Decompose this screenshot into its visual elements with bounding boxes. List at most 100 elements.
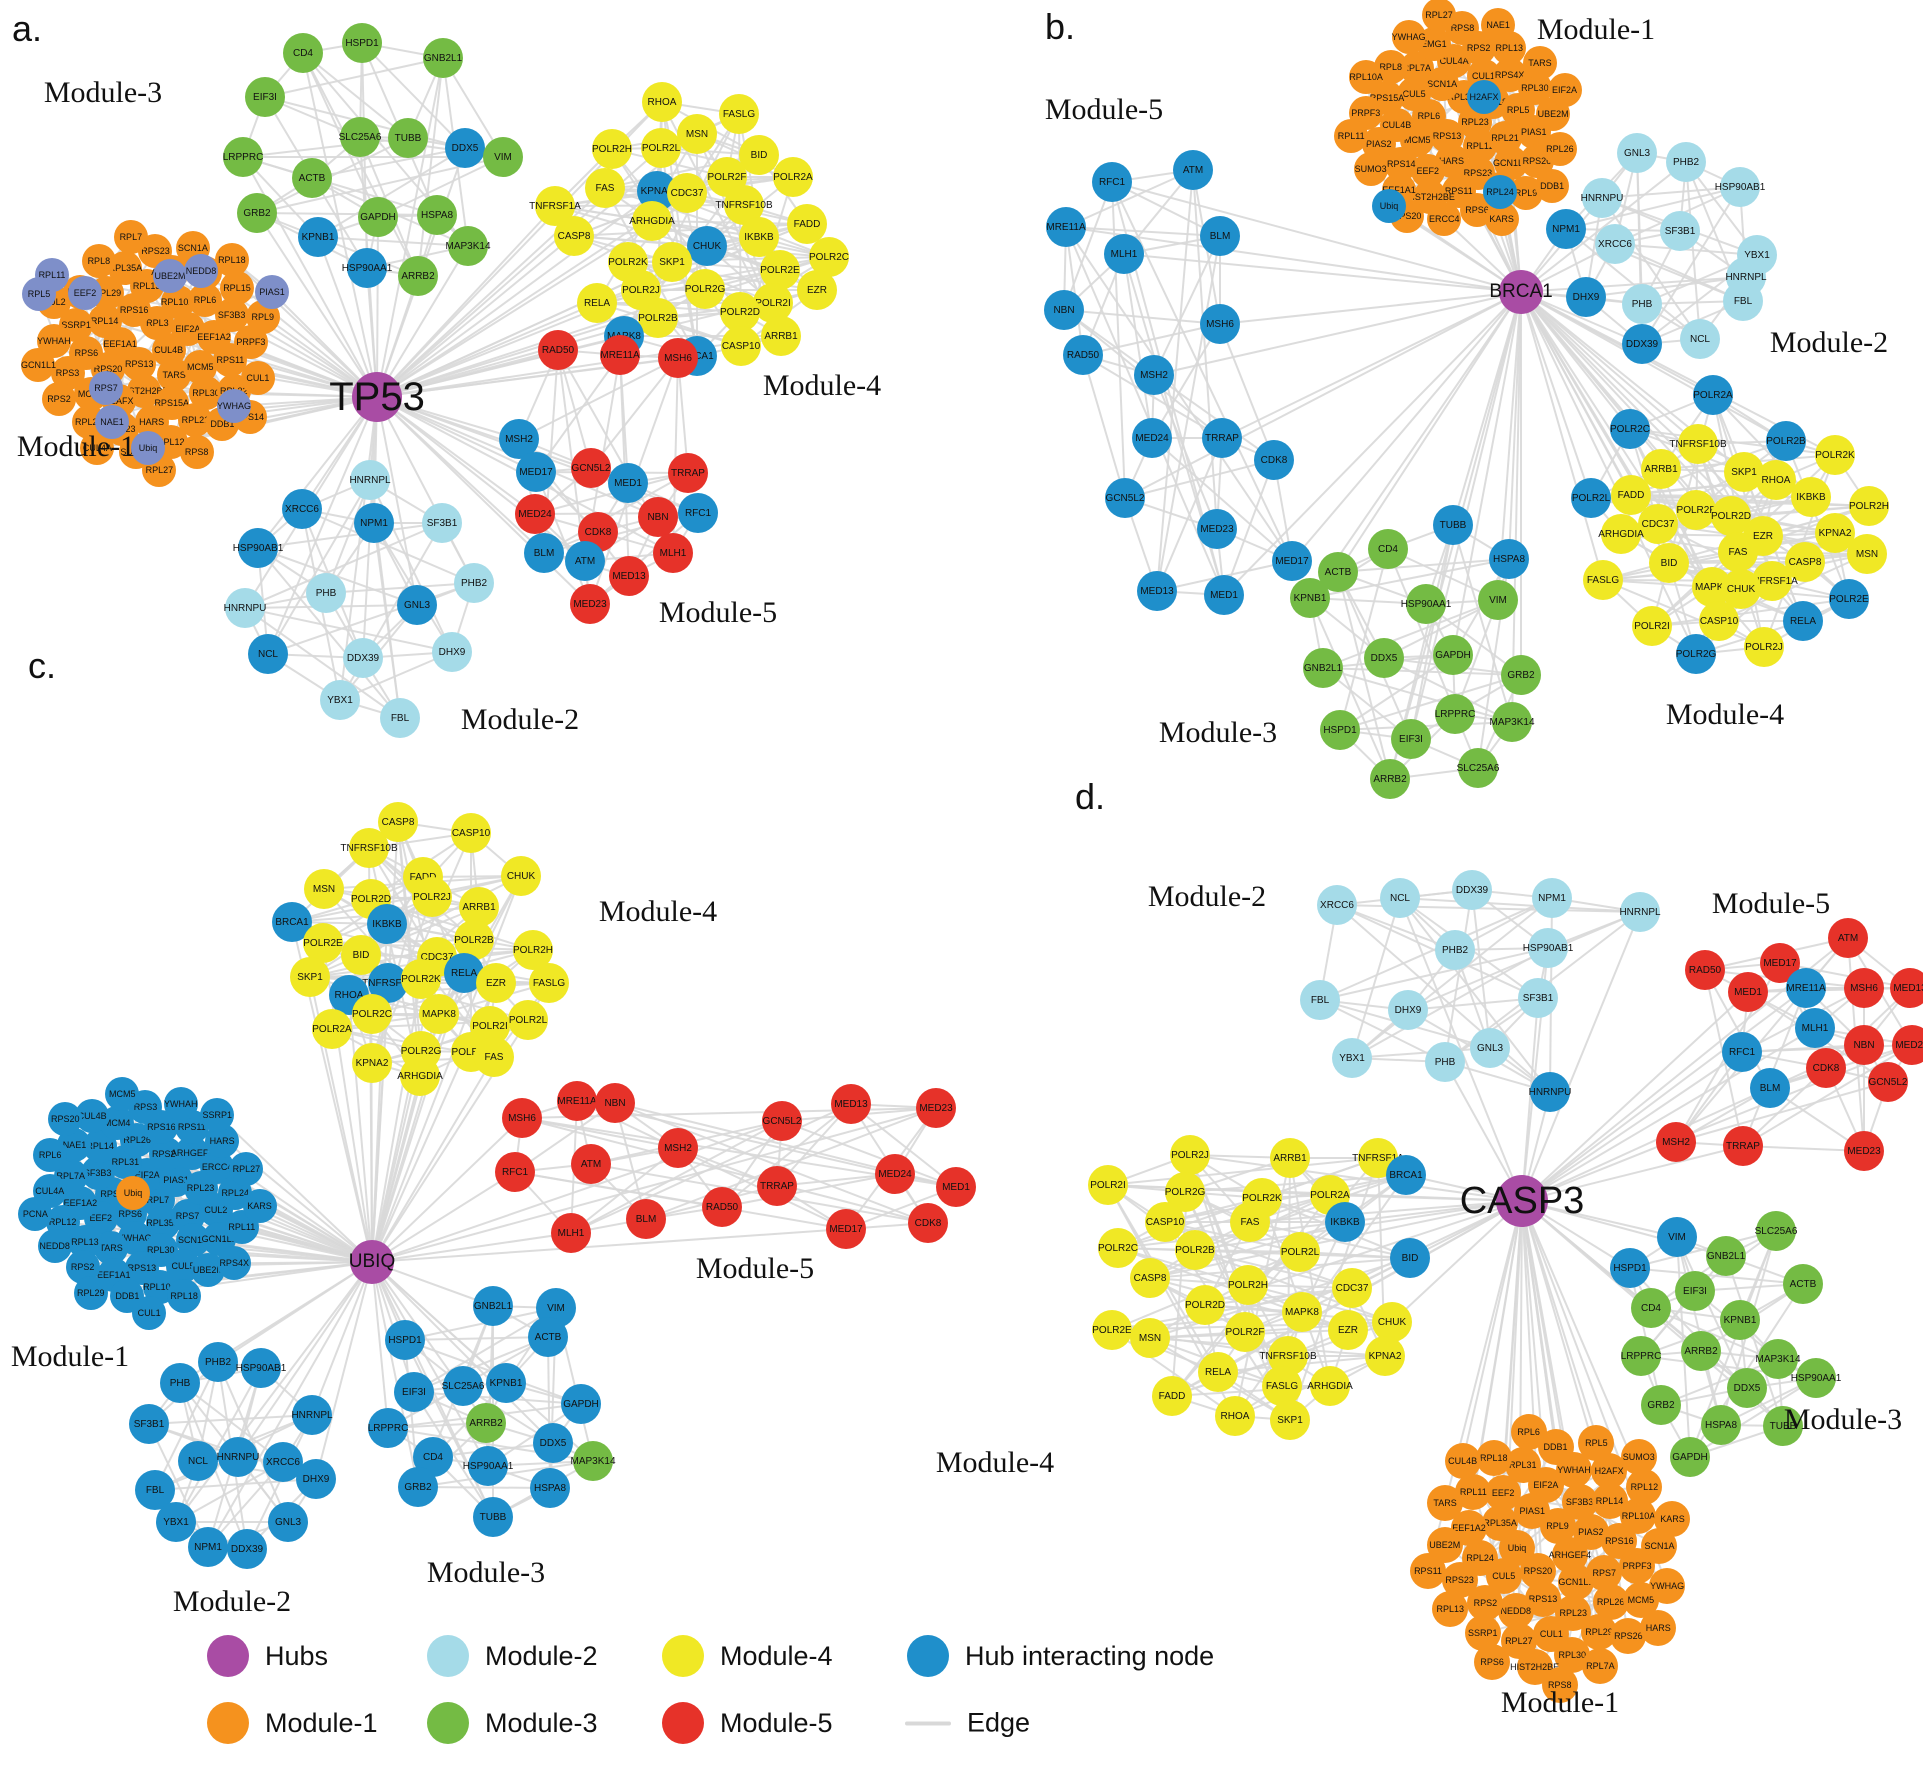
network-node[interactable]: RPS8 xyxy=(179,435,214,470)
network-node[interactable]: HNRNPU xyxy=(1581,178,1623,218)
network-node[interactable]: XRCC6 xyxy=(1317,885,1357,925)
network-node[interactable]: HSP90AA1 xyxy=(342,248,392,288)
network-node[interactable]: EIF3I xyxy=(1391,719,1431,759)
network-node[interactable]: POLR2J xyxy=(1170,1135,1210,1175)
network-node[interactable]: RAD50 xyxy=(702,1187,742,1227)
network-node[interactable]: PHB xyxy=(306,573,346,613)
network-node[interactable]: NAE1 xyxy=(1481,7,1516,42)
network-node[interactable]: SF3B1 xyxy=(1518,978,1558,1018)
network-node[interactable]: MLH1 xyxy=(551,1213,591,1253)
network-node[interactable]: PHB2 xyxy=(1435,930,1475,970)
network-node[interactable]: GNB2L1 xyxy=(423,38,463,78)
network-node[interactable]: XRCC6 xyxy=(282,489,322,529)
network-node[interactable]: RELA xyxy=(1783,601,1823,641)
network-node[interactable]: CUL4B xyxy=(1444,1443,1481,1480)
network-node[interactable]: BRCA1 xyxy=(1386,1155,1426,1195)
network-node[interactable]: CD4 xyxy=(1631,1288,1671,1328)
network-node[interactable]: POLR2J xyxy=(1744,627,1784,667)
network-node[interactable]: BLM xyxy=(626,1199,666,1239)
network-node[interactable]: GNL3 xyxy=(1617,133,1657,173)
network-node[interactable]: ACTB xyxy=(528,1317,568,1357)
network-node[interactable]: POLR2A xyxy=(773,157,813,197)
network-node[interactable]: KPNA2 xyxy=(1365,1336,1405,1376)
network-node[interactable]: EIF3I xyxy=(245,77,285,117)
network-node[interactable]: VIM xyxy=(483,137,523,177)
network-node[interactable]: CD4 xyxy=(283,33,323,73)
network-node[interactable]: YWHAG xyxy=(1391,20,1426,55)
network-node[interactable]: ARRB1 xyxy=(761,316,801,356)
network-node[interactable]: CASP10 xyxy=(451,813,491,853)
network-node[interactable]: GNL3 xyxy=(1470,1028,1510,1068)
network-node[interactable]: YWHAG xyxy=(217,389,251,423)
network-node[interactable]: POLR2C xyxy=(352,994,392,1034)
network-node[interactable]: SF3B1 xyxy=(1660,211,1700,251)
network-node[interactable]: RFC1 xyxy=(1092,162,1132,202)
network-node[interactable]: DDX5 xyxy=(1727,1368,1767,1408)
network-node[interactable]: POLR2L xyxy=(641,128,681,168)
network-node[interactable]: HNRNPU xyxy=(1529,1072,1571,1112)
network-node[interactable]: KPNA2 xyxy=(352,1043,392,1083)
network-node[interactable]: PHB2 xyxy=(198,1342,238,1382)
network-node[interactable]: DDX39 xyxy=(343,638,383,678)
network-node[interactable]: MED24 xyxy=(875,1154,915,1194)
network-node[interactable]: GAPDH xyxy=(1433,635,1473,675)
network-node[interactable]: LRPPRC xyxy=(368,1408,408,1448)
network-node[interactable]: DHX9 xyxy=(1388,990,1428,1030)
network-node[interactable]: YBX1 xyxy=(320,680,360,720)
network-node[interactable]: EZR xyxy=(797,270,837,310)
network-node[interactable]: RFC1 xyxy=(1722,1032,1762,1072)
network-node[interactable]: HSPA8 xyxy=(1701,1405,1741,1445)
network-node[interactable]: MAP3K14 xyxy=(570,1441,616,1481)
network-node[interactable]: KPNB1 xyxy=(1720,1300,1760,1340)
network-node[interactable]: FAS xyxy=(474,1037,514,1077)
network-node[interactable]: XRCC6 xyxy=(1595,224,1635,264)
network-node[interactable]: EZR xyxy=(476,963,516,1003)
network-node[interactable]: DHX9 xyxy=(1566,277,1606,317)
network-node[interactable]: NBN xyxy=(638,497,678,537)
network-node[interactable]: POLR2C xyxy=(1098,1228,1138,1268)
network-node[interactable]: MED23 xyxy=(1844,1131,1884,1171)
network-node[interactable]: CASP10 xyxy=(1699,601,1739,641)
network-node[interactable]: Ubiq xyxy=(1372,189,1406,223)
network-node[interactable]: POLR2J xyxy=(412,877,452,917)
network-node[interactable]: RELA xyxy=(1198,1352,1238,1392)
network-node[interactable]: POLR2A xyxy=(1693,375,1733,415)
network-node[interactable]: MED23 xyxy=(916,1088,956,1128)
network-node[interactable]: RPS7 xyxy=(89,371,123,405)
network-node[interactable]: BID xyxy=(1390,1238,1430,1278)
network-node[interactable]: RPL6 xyxy=(33,1138,68,1173)
network-node[interactable]: LRPPRC xyxy=(1435,694,1475,734)
network-node[interactable]: SKP1 xyxy=(652,242,692,282)
network-node[interactable]: RFC1 xyxy=(678,493,718,533)
network-node[interactable]: RPL18 xyxy=(1475,1439,1512,1476)
network-node[interactable]: FASLG xyxy=(719,94,759,134)
network-node[interactable]: GNB2L1 xyxy=(473,1286,513,1326)
network-node[interactable]: Ubiq xyxy=(131,431,165,465)
network-node[interactable]: LRPPRC xyxy=(1621,1336,1661,1376)
network-node[interactable]: MSN xyxy=(677,114,717,154)
network-node[interactable]: RPL24 xyxy=(1483,175,1517,209)
network-node[interactable]: MRE11A xyxy=(1046,207,1086,247)
network-node[interactable]: RPL11 xyxy=(1334,118,1369,153)
network-node[interactable]: ATM xyxy=(1828,918,1868,958)
network-node[interactable]: VIM xyxy=(1657,1217,1697,1257)
network-node[interactable]: GCN5L2 xyxy=(571,448,611,488)
network-node[interactable]: KARS xyxy=(242,1188,277,1223)
network-node[interactable]: POLR2H xyxy=(1849,486,1889,526)
network-node[interactable]: RPL29 xyxy=(73,1275,108,1310)
network-node[interactable]: PHB xyxy=(1622,284,1662,324)
network-node[interactable]: MAP3K14 xyxy=(1489,702,1535,742)
network-node[interactable]: TUBB xyxy=(388,118,428,158)
network-node[interactable]: FBL xyxy=(1300,980,1340,1020)
network-node[interactable]: MSH6 xyxy=(502,1098,542,1138)
network-node[interactable]: ACTB xyxy=(292,158,332,198)
network-node[interactable]: MED13 xyxy=(831,1084,871,1124)
network-node[interactable]: UBE2M xyxy=(153,259,187,293)
network-node[interactable]: POLR2G xyxy=(685,269,725,309)
network-node[interactable]: MED23 xyxy=(570,584,610,624)
network-node[interactable]: CASP10 xyxy=(721,326,761,366)
network-node[interactable]: CUL1 xyxy=(132,1295,167,1330)
network-node[interactable]: MSH6 xyxy=(1844,968,1884,1008)
network-node[interactable]: NBN xyxy=(1044,290,1084,330)
network-node[interactable]: RELA xyxy=(577,283,617,323)
